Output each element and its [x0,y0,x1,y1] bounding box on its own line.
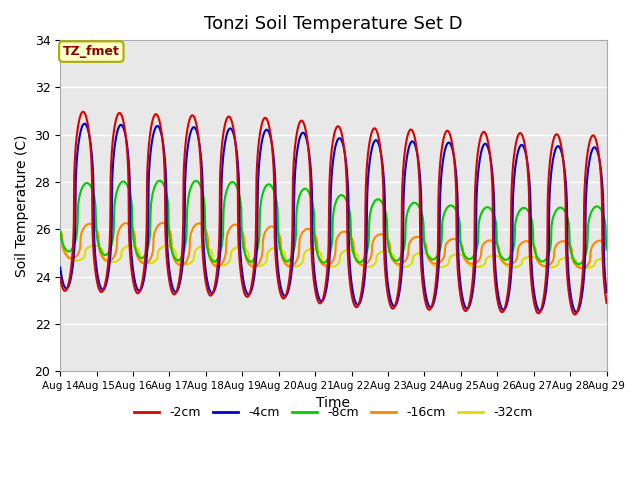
-8cm [156,178,163,183]
-32cm [538,263,546,268]
-32cm [165,243,173,249]
-32cm [56,243,64,249]
Y-axis label: Soil Temperature (C): Soil Temperature (C) [15,134,29,277]
-2cm [572,312,579,317]
Line: -4cm: -4cm [60,124,607,312]
-16cm [56,227,64,233]
-8cm [165,223,173,229]
-4cm [178,267,186,273]
-4cm [81,121,88,127]
-2cm [538,303,546,309]
-4cm [603,289,611,295]
-2cm [178,250,186,256]
-2cm [165,275,173,280]
-2cm [419,279,426,285]
-8cm [538,259,546,264]
-32cm [582,265,590,271]
-8cm [490,212,498,217]
-16cm [178,262,186,268]
-4cm [538,306,546,312]
-4cm [165,262,173,268]
-4cm [239,276,247,282]
Line: -32cm: -32cm [60,246,607,268]
X-axis label: Time: Time [316,396,350,410]
-8cm [575,261,582,267]
-4cm [419,261,426,266]
-2cm [239,286,247,291]
-16cm [490,239,498,244]
-2cm [490,261,498,267]
-16cm [239,231,247,237]
-4cm [490,191,498,197]
-32cm [90,243,98,249]
-8cm [239,243,247,249]
-4cm [56,264,64,270]
-8cm [419,213,426,219]
-32cm [239,245,247,251]
Line: -8cm: -8cm [60,180,607,264]
-16cm [603,242,611,248]
Legend: -2cm, -4cm, -8cm, -16cm, -32cm: -2cm, -4cm, -8cm, -16cm, -32cm [129,401,538,424]
Title: Tonzi Soil Temperature Set D: Tonzi Soil Temperature Set D [204,15,463,33]
-8cm [56,229,64,235]
-16cm [159,220,166,226]
-8cm [178,253,186,259]
-4cm [572,309,580,315]
-2cm [603,300,611,306]
-32cm [178,261,186,267]
-2cm [56,275,64,281]
-16cm [419,236,426,242]
-32cm [419,250,426,256]
-32cm [490,253,498,259]
Line: -16cm: -16cm [60,223,607,268]
-16cm [165,226,173,231]
-2cm [79,109,87,115]
-32cm [603,256,611,262]
-16cm [578,265,586,271]
Text: TZ_fmet: TZ_fmet [63,45,120,58]
-16cm [538,263,546,268]
-8cm [603,247,611,252]
Line: -2cm: -2cm [60,112,607,314]
